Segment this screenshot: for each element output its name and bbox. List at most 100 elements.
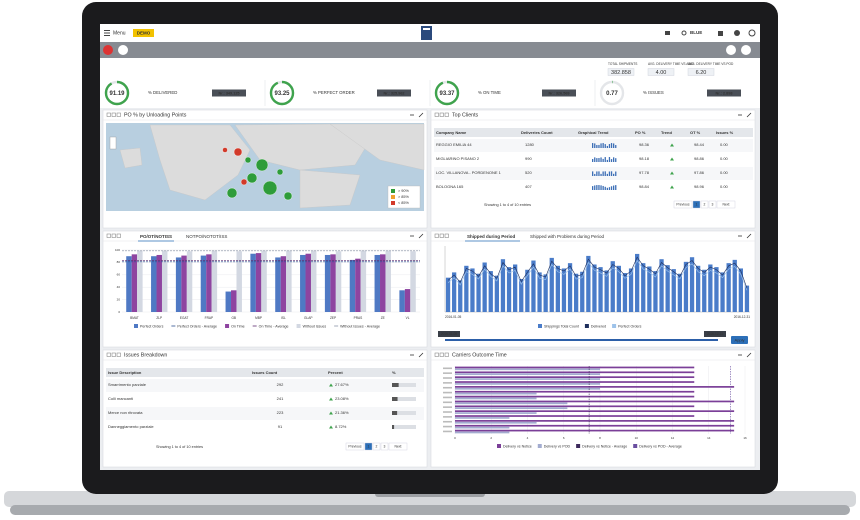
map-marker[interactable] [262,180,278,196]
icon[interactable] [734,30,740,36]
panel-tool-icon[interactable] [116,112,121,117]
legend-swatch [633,444,638,448]
map-marker[interactable] [283,191,293,201]
map-marker[interactable] [226,187,238,199]
kpi-count-badge [707,89,741,97]
table-cell: 520 [525,170,532,175]
icon[interactable] [718,31,723,36]
pager-button[interactable] [716,200,736,209]
x-tick-label: 16 [743,436,747,440]
panel-tool-icon[interactable] [434,112,439,117]
map-marker[interactable] [240,178,248,186]
panel-tool-icon[interactable] [434,352,439,357]
panel-tool-icon[interactable] [439,112,444,117]
column [555,265,560,312]
panel-tool-icon[interactable] [116,233,121,238]
map-marker[interactable] [244,156,252,164]
table-column-header: Trend [661,130,672,135]
column [635,253,640,312]
summary-label: TOTAL SHIPMENTS [608,62,637,66]
apply-button[interactable] [731,336,748,344]
pager-button[interactable] [700,200,709,209]
panel-expand[interactable] [746,352,752,358]
summary-box [607,68,635,76]
table-cell: 241 [277,396,284,401]
panel-tool-icon[interactable] [439,233,444,238]
table-cell: 23.08% [335,396,349,401]
pager-button[interactable] [692,200,701,209]
panel-expand[interactable] [418,233,424,239]
y-tick-label: 20 [117,297,121,301]
map-marker[interactable] [255,158,269,172]
tool-icon[interactable] [726,45,736,55]
pager-button[interactable] [372,442,381,451]
panel-tool-icon[interactable] [444,112,449,117]
tab: Shipped during Period [467,234,516,239]
map-marker[interactable] [222,147,228,153]
map-marker[interactable] [276,168,284,176]
panel-tool-icon[interactable] [106,112,111,117]
bar [455,387,600,390]
search-icon[interactable] [681,30,687,36]
sparkline-bar [613,157,615,162]
map-zoom[interactable] [109,136,117,150]
map-legend-swatch [391,189,395,193]
sparkline-bar [602,185,604,190]
pager-button[interactable] [364,442,373,451]
panel-tool-icon[interactable] [111,233,116,238]
kpi-label: % DELIVERED [148,90,177,95]
pager-button[interactable] [673,200,693,209]
menu-icon[interactable] [104,30,110,36]
icon[interactable] [748,29,756,37]
menu-label[interactable]: Menu [113,30,126,36]
panel-expand[interactable] [746,233,752,239]
panel-tool-icon[interactable] [444,352,449,357]
panel-tool-icon[interactable] [106,233,111,238]
map-marker[interactable] [246,172,258,184]
panel-tool-icon[interactable] [111,352,116,357]
sparkline-bar [608,187,611,190]
sparkline-bar [615,158,617,162]
panel-tool-icon[interactable] [439,352,444,357]
column [653,271,658,312]
x-tick-label: ZLP [156,316,162,320]
panel-tool-icon[interactable] [106,352,111,357]
panel-expand[interactable] [746,112,752,118]
panel-expand[interactable] [418,352,424,358]
sparkline-bar [606,187,608,190]
table-cell: 98.18 [639,156,650,161]
icon[interactable] [665,31,670,35]
bar [360,250,367,312]
pager-label: 2 [704,203,706,207]
filter-icon[interactable] [118,45,128,55]
client-name: LOC. VILLANOVA - PORDENONE 1 [436,170,502,175]
panel-tool-icon[interactable] [434,233,439,238]
bar [305,253,311,312]
row-label-stub [443,430,452,433]
kpi-label: % PERFECT ORDER [313,90,355,95]
column [732,259,737,312]
map-marker[interactable] [233,147,243,157]
map-legend-box [387,185,421,209]
bar [455,397,537,400]
pager-button[interactable] [388,442,408,451]
kpi-count-badge [212,89,246,97]
pager-button[interactable] [345,442,365,451]
row-label-stub [443,367,452,370]
legend-label: Perfect Orders [140,324,164,328]
panel-tool-icon[interactable] [111,112,116,117]
bar [455,378,600,380]
pager-button[interactable] [380,442,389,451]
alert-icon[interactable] [103,45,113,55]
table-cell: 0.00 [720,142,729,147]
bar [455,383,600,385]
table-cell: 97.78 [639,170,650,175]
panel-tool-icon[interactable] [444,233,449,238]
panel-tool-icon[interactable] [116,352,121,357]
home-icon[interactable] [741,45,751,55]
panel-expand[interactable] [418,112,424,118]
progress-track [392,383,416,387]
x-tick-label: 4 [527,436,529,440]
legend-label: On Time - Average [259,324,289,328]
pager-button[interactable] [708,200,717,209]
